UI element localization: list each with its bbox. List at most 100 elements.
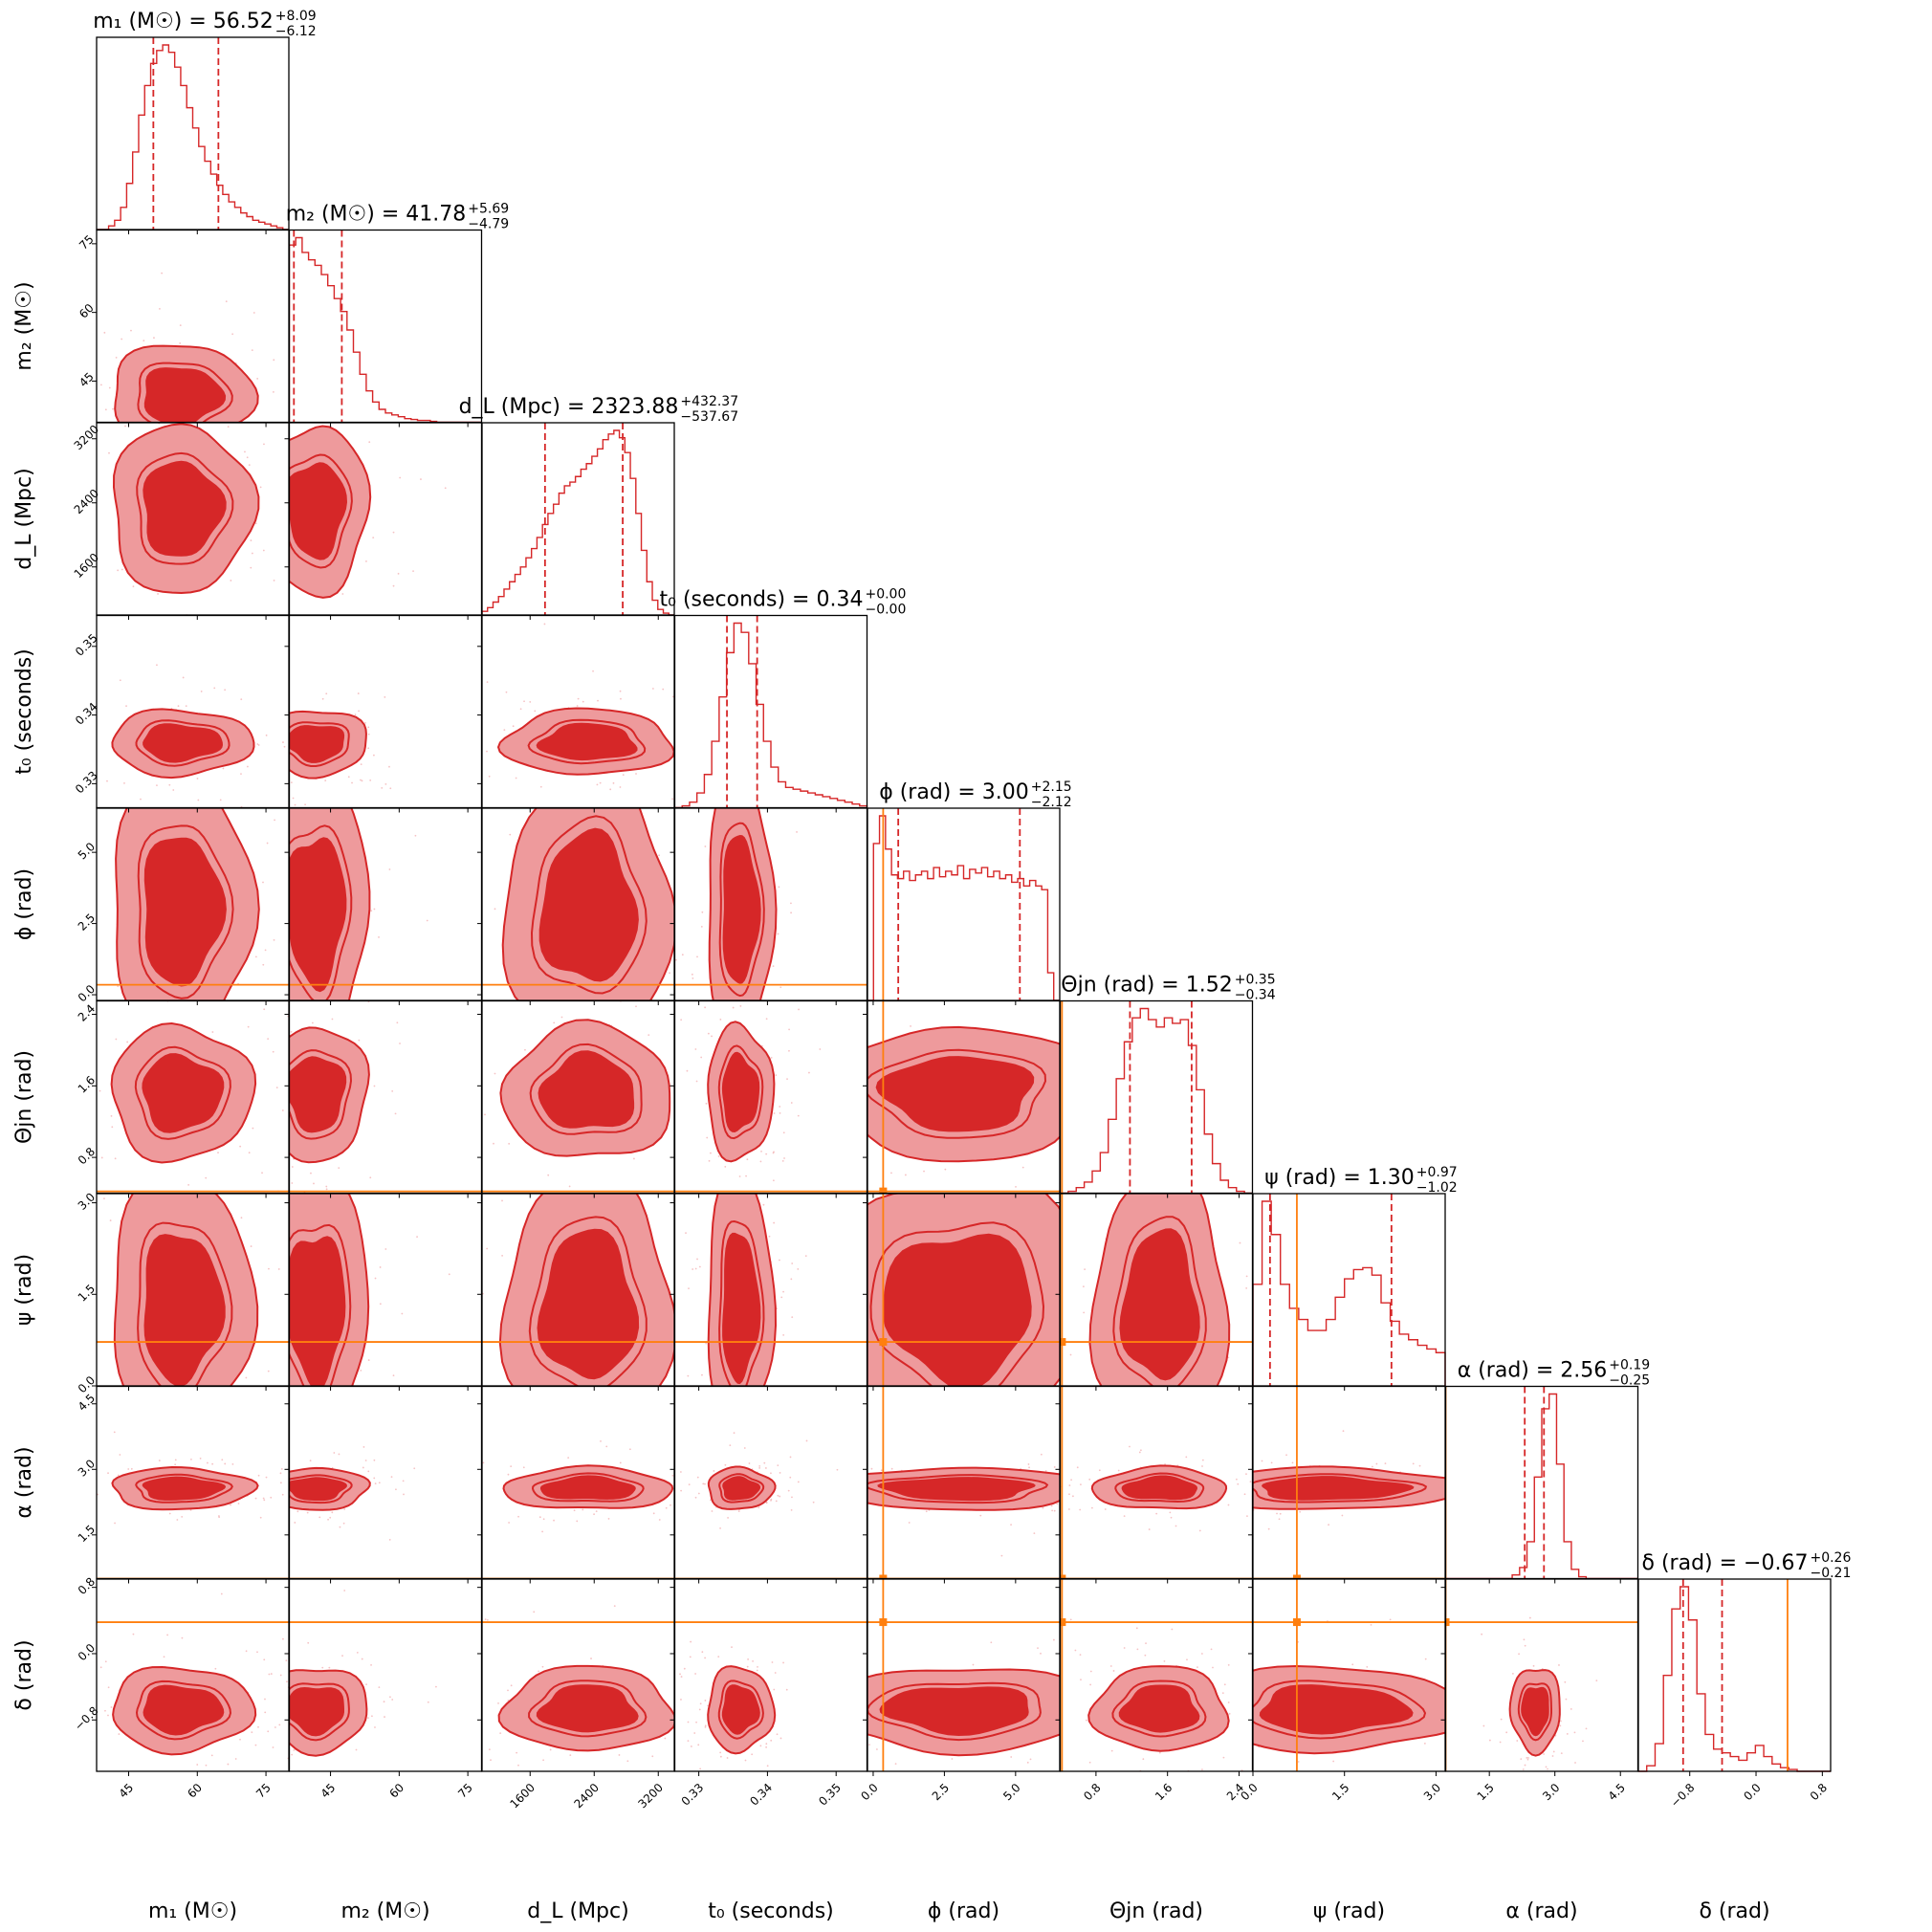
- sample-point: [239, 1738, 241, 1741]
- panel-alpha-vs-theta_jn: [1059, 1385, 1262, 1580]
- sample-point: [620, 1023, 622, 1025]
- x-tick-label-t0: 0.33: [679, 1781, 707, 1809]
- sample-point: [777, 1494, 779, 1497]
- panel-title-psi: ψ (rad) = 1.30: [1264, 1166, 1415, 1190]
- sample-point: [30, 1735, 32, 1737]
- sample-point: [665, 1038, 667, 1040]
- sample-point: [695, 1080, 698, 1083]
- sample-point: [1249, 1490, 1251, 1492]
- sample-point: [863, 1680, 865, 1682]
- sample-point: [700, 691, 702, 692]
- histogram-delta: [1637, 1578, 1832, 1772]
- sample-point: [325, 692, 328, 695]
- sample-point: [691, 1744, 692, 1745]
- sample-point: [1609, 1760, 1611, 1762]
- sample-point: [508, 1142, 511, 1145]
- sample-point: [254, 1744, 257, 1746]
- sample-point: [81, 402, 83, 404]
- sample-point: [486, 681, 489, 683]
- y-axis-label-theta_jn: Θjn (rad): [12, 1050, 36, 1144]
- sample-point: [325, 1185, 328, 1188]
- sample-point: [71, 537, 73, 538]
- sample-point: [94, 1628, 96, 1630]
- sample-point: [1248, 1712, 1250, 1714]
- sample-point: [679, 1471, 682, 1473]
- sample-point: [1159, 1781, 1161, 1783]
- sample-point: [667, 1523, 669, 1525]
- sample-point: [1261, 1457, 1262, 1459]
- sample-point: [746, 1158, 749, 1161]
- sample-point: [179, 324, 182, 327]
- panel-delta-vs-alpha: [1444, 1578, 1639, 1772]
- sample-point: [247, 1025, 250, 1028]
- sample-point: [114, 1157, 117, 1160]
- sample-point: [1169, 1511, 1172, 1514]
- sample-point: [1460, 1519, 1461, 1521]
- sample-point: [118, 1021, 120, 1022]
- sample-point: [281, 1493, 284, 1496]
- sample-point: [103, 331, 106, 334]
- sample-point: [1200, 1653, 1203, 1655]
- x-axis-label-phi: ϕ (rad): [928, 1899, 999, 1923]
- sample-point: [332, 1398, 334, 1400]
- sample-point: [371, 772, 373, 774]
- sample-point: [1148, 1528, 1151, 1530]
- sample-point: [417, 1001, 419, 1003]
- sample-point: [383, 1701, 385, 1703]
- panel-frame: [673, 1578, 868, 1772]
- sample-point: [254, 1497, 257, 1500]
- sample-point: [1552, 1750, 1555, 1753]
- sample-point: [273, 359, 275, 362]
- sample-point: [870, 1467, 873, 1470]
- sample-point: [1127, 1464, 1129, 1466]
- sample-point: [99, 1089, 101, 1092]
- sample-point: [272, 994, 274, 996]
- sample-point: [805, 1439, 808, 1442]
- sample-point: [479, 702, 481, 704]
- histogram-step-m2: [288, 236, 482, 424]
- sample-point: [251, 785, 252, 787]
- contour-inner: [143, 367, 227, 423]
- sample-point: [1363, 1772, 1365, 1774]
- sample-point: [377, 1554, 379, 1556]
- sample-point: [737, 1458, 739, 1460]
- sample-point: [772, 1179, 775, 1182]
- sample-point: [812, 1501, 815, 1504]
- sample-point: [779, 1495, 781, 1498]
- sample-point: [388, 1538, 391, 1541]
- sample-point: [787, 1312, 789, 1314]
- sample-point: [1230, 1745, 1232, 1746]
- sample-point: [273, 1735, 274, 1737]
- sample-point: [930, 1425, 932, 1427]
- sample-point: [464, 1506, 466, 1508]
- sample-point: [680, 1072, 682, 1074]
- sample-point: [168, 783, 171, 786]
- sample-point: [162, 793, 164, 795]
- contour-inner: [538, 1050, 635, 1129]
- sample-point: [250, 566, 252, 569]
- sample-point: [1021, 1166, 1024, 1169]
- sample-point: [549, 1748, 552, 1751]
- contour-inner: [142, 1053, 225, 1133]
- sample-point: [214, 1667, 217, 1670]
- sample-point: [270, 476, 272, 478]
- histogram-psi: [1252, 1193, 1446, 1387]
- sample-point: [1089, 1670, 1092, 1673]
- sample-point: [328, 1666, 331, 1669]
- sample-point: [1528, 1616, 1531, 1619]
- sample-point: [764, 1467, 767, 1469]
- sample-point: [1324, 1209, 1326, 1211]
- sample-point: [1520, 1758, 1523, 1761]
- sample-point: [1245, 1287, 1248, 1289]
- sample-point: [291, 1753, 294, 1756]
- sample-point: [662, 688, 665, 691]
- sample-point: [234, 1758, 237, 1760]
- panel-t0-vs-m2: [251, 614, 483, 809]
- sample-point: [150, 1614, 152, 1616]
- sample-point: [1145, 1642, 1147, 1645]
- sample-point: [743, 1447, 746, 1449]
- sample-point: [1076, 1181, 1078, 1183]
- sample-point: [742, 1454, 744, 1456]
- sample-point: [1351, 1663, 1354, 1666]
- x-tick-label-m1: 75: [253, 1781, 274, 1801]
